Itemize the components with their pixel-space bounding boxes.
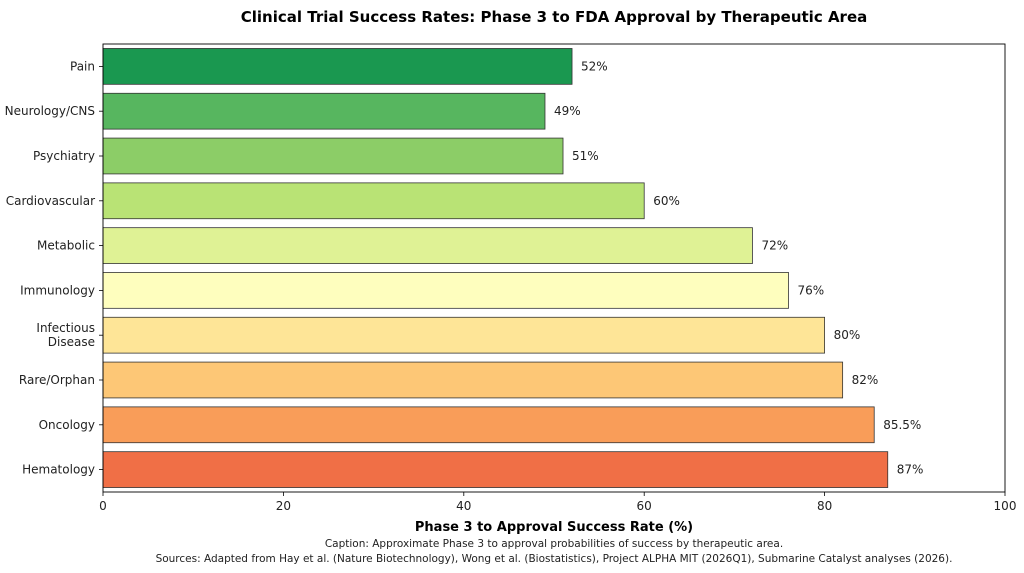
chart-sources: Sources: Adapted from Hay et al. (Nature… [156,553,953,565]
bar-value-label: 49% [554,104,581,118]
bar-value-label: 80% [834,328,861,342]
bar-value-label: 85.5% [883,418,921,432]
bar [102,137,564,175]
x-tick-label: 100 [994,499,1017,513]
bar [102,227,753,264]
bar-value-label: 51% [572,149,599,163]
y-tick-label: Metabolic [37,239,95,253]
x-tick-label: 80 [817,499,832,513]
x-tick-label: 60 [637,499,652,513]
y-tick-label: Pain [70,59,95,73]
bar-value-label: 52% [581,59,608,73]
plot-area: 52% Pain 49% Neurology/CNS 51% Psychiatry 60% C… [5,43,1017,513]
bar [102,182,645,220]
y-tick-label: Immunology [20,283,95,297]
y-tick-label: Oncology [39,418,95,432]
chart-title: Clinical Trial Success Rates: Phase 3 to… [241,8,868,26]
bar [102,48,573,85]
bar-value-label: 87% [897,463,924,477]
x-axis-title: Phase 3 to Approval Success Rate (%) [415,520,693,535]
bar [102,406,875,444]
y-tick-label: Hematology [22,463,95,477]
bar-value-label: 60% [653,194,680,208]
bar [102,316,825,354]
chart-caption: Caption: Approximate Phase 3 to approval… [325,538,783,550]
bar [102,361,844,399]
x-tick-label: 0 [99,499,107,513]
y-tick-label: Cardiovascular [6,194,95,208]
bar-value-label: 82% [852,373,879,387]
bar-value-label: 76% [798,283,825,297]
bar [102,272,789,309]
x-tick-label: 20 [276,499,291,513]
plot-frame [102,43,1006,493]
y-tick-label: Psychiatry [33,149,95,163]
bar [102,92,546,130]
y-tick-label: Neurology/CNS [5,104,95,118]
y-tick-label: Infectious Disease [36,321,95,349]
y-tick-label: Rare/Orphan [19,373,95,387]
x-tick-label: 40 [456,499,471,513]
bar [102,451,889,488]
bar-value-label: 72% [761,239,788,253]
